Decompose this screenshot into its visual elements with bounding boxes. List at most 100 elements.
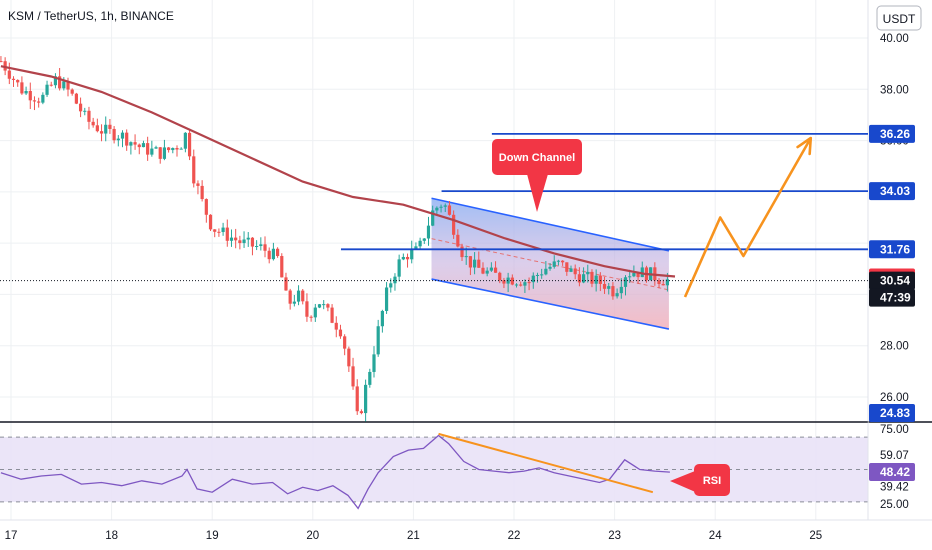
candle-body <box>288 290 292 304</box>
candle-body <box>162 147 167 159</box>
candle-body <box>565 262 569 272</box>
candle-body <box>347 348 351 367</box>
candle-body <box>171 148 175 151</box>
candle-body <box>108 124 112 129</box>
candle-body <box>196 183 200 186</box>
price-badge-label: 24.83 <box>880 406 910 420</box>
time-tick-label: 21 <box>407 530 420 542</box>
candle-body <box>330 307 334 323</box>
candle-body <box>472 259 477 268</box>
candle-body <box>3 61 7 71</box>
candle-body <box>435 207 439 211</box>
candle-body <box>246 237 250 240</box>
candle-body <box>41 94 45 103</box>
candle-body <box>20 82 24 94</box>
price-badge <box>869 124 915 143</box>
candle-body <box>116 138 120 141</box>
candle-body <box>447 205 452 215</box>
rsi-value-label: 48.42 <box>880 465 910 479</box>
candle-body <box>317 304 322 308</box>
candle-body <box>372 354 376 372</box>
candle-body <box>129 142 133 146</box>
candle-body <box>343 336 347 349</box>
rsi-label: RSI <box>703 475 721 487</box>
candle-body <box>217 231 221 233</box>
time-tick-label: 19 <box>206 530 219 542</box>
price-tick-label: 26.00 <box>880 392 909 404</box>
currency-label: USDT <box>883 12 916 26</box>
rsi-value-badge <box>869 463 915 482</box>
candle-body <box>313 307 317 318</box>
candle-body <box>70 89 74 94</box>
candle-body <box>414 246 418 249</box>
candle-body <box>259 244 263 247</box>
currency-button[interactable]: USDT <box>876 5 922 31</box>
candle-body <box>489 267 493 271</box>
candle-body <box>309 316 313 318</box>
candle-body <box>577 274 581 283</box>
candle-body <box>292 301 296 304</box>
candle-body <box>359 411 364 414</box>
candle-body <box>112 128 116 141</box>
candle-body <box>0 61 3 63</box>
price-badge-label: 31.76 <box>880 242 910 256</box>
candle-body <box>179 148 183 150</box>
rsi-line <box>0 434 670 510</box>
candle-body <box>544 268 548 275</box>
rsi-tick-label: 75.00 <box>880 424 909 436</box>
candle-body <box>305 301 309 317</box>
price-badge <box>869 288 915 307</box>
price-tick-label: 38.00 <box>880 84 909 96</box>
candle-body <box>418 240 422 247</box>
candle-body <box>439 206 443 208</box>
candle-body <box>590 271 594 284</box>
time-tick-label: 24 <box>709 530 722 542</box>
candle-body <box>11 78 16 80</box>
rsi-tick-label: 39.42 <box>880 482 909 494</box>
time-tick-label: 23 <box>608 530 621 542</box>
candle-body <box>661 283 665 286</box>
channel-lower-line <box>431 278 670 330</box>
candle-body <box>477 259 481 268</box>
candle-body <box>7 70 11 79</box>
candle-body <box>133 142 137 145</box>
candle-body <box>204 199 208 215</box>
candle-body <box>53 76 58 86</box>
target-levels <box>0 133 868 423</box>
price-badge <box>869 240 915 259</box>
candle-body <box>514 284 519 286</box>
candle-body <box>62 81 66 89</box>
candle-body <box>602 283 607 289</box>
candle-body <box>632 273 636 277</box>
candle-body <box>561 260 565 263</box>
time-tick-label: 17 <box>5 530 18 542</box>
candle-body <box>452 214 456 235</box>
candle-body <box>225 227 229 241</box>
candle-body <box>410 248 414 260</box>
candle-body <box>506 277 510 284</box>
projection-arrow-head <box>796 136 813 156</box>
candle-body <box>208 214 213 230</box>
candle-body <box>242 239 246 244</box>
candle-body <box>58 76 62 89</box>
rsi-tick-label: 25.00 <box>880 499 909 511</box>
channel-upper-line <box>431 197 670 252</box>
candle-body <box>78 103 83 112</box>
candle-body <box>24 90 28 94</box>
candle-body <box>405 256 410 260</box>
candle-body <box>640 267 644 278</box>
candle-body <box>531 275 535 283</box>
candle-body <box>401 256 405 260</box>
time-tick-label: 22 <box>508 530 521 542</box>
candle-body <box>125 132 129 146</box>
candle-body <box>519 284 523 286</box>
candle-body <box>275 248 280 257</box>
candle-body <box>141 143 146 148</box>
candle-body <box>510 277 514 285</box>
candle-body <box>271 248 275 260</box>
rsi-callout: RSI <box>670 464 730 496</box>
candle-body <box>431 210 435 226</box>
candle-body <box>460 246 464 258</box>
candle-body <box>481 267 485 274</box>
candle-body <box>623 277 628 287</box>
